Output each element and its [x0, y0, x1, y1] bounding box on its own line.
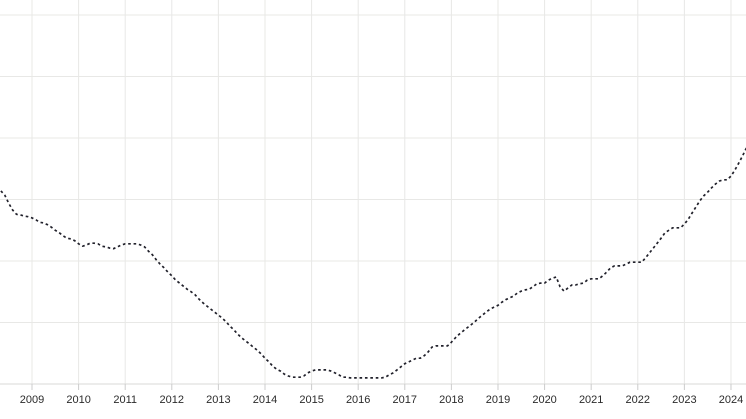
- x-axis-label-2022: 2022: [626, 394, 650, 406]
- x-axis-label-2024: 2024: [719, 394, 743, 406]
- data-series-path-monthly-series: [0, 147, 746, 379]
- x-axis-label-2021: 2021: [579, 394, 603, 406]
- x-axis-label-2020: 2020: [532, 394, 556, 406]
- x-axis-label-2009: 2009: [20, 394, 44, 406]
- x-axis-label-2014: 2014: [253, 394, 277, 406]
- x-axis-label-2012: 2012: [160, 394, 184, 406]
- x-axis-label-2010: 2010: [66, 394, 90, 406]
- x-axis-label-2016: 2016: [346, 394, 370, 406]
- x-axis-label-2011: 2011: [113, 394, 137, 406]
- x-axis-label-2013: 2013: [206, 394, 230, 406]
- vertical-gridlines: [31, 0, 732, 384]
- x-axis-label-2023: 2023: [672, 394, 696, 406]
- x-axis-label-2019: 2019: [486, 394, 510, 406]
- x-axis-label-2015: 2015: [299, 394, 323, 406]
- x-axis-ticks: [31, 384, 732, 390]
- x-axis-label-2017: 2017: [393, 394, 417, 406]
- x-axis-labels: 2009 2010 2011 2012 2013 2014 2015 2016 2017 2018…: [20, 394, 743, 406]
- x-axis-label-2018: 2018: [439, 394, 463, 406]
- horizontal-gridlines: [0, 14, 746, 323]
